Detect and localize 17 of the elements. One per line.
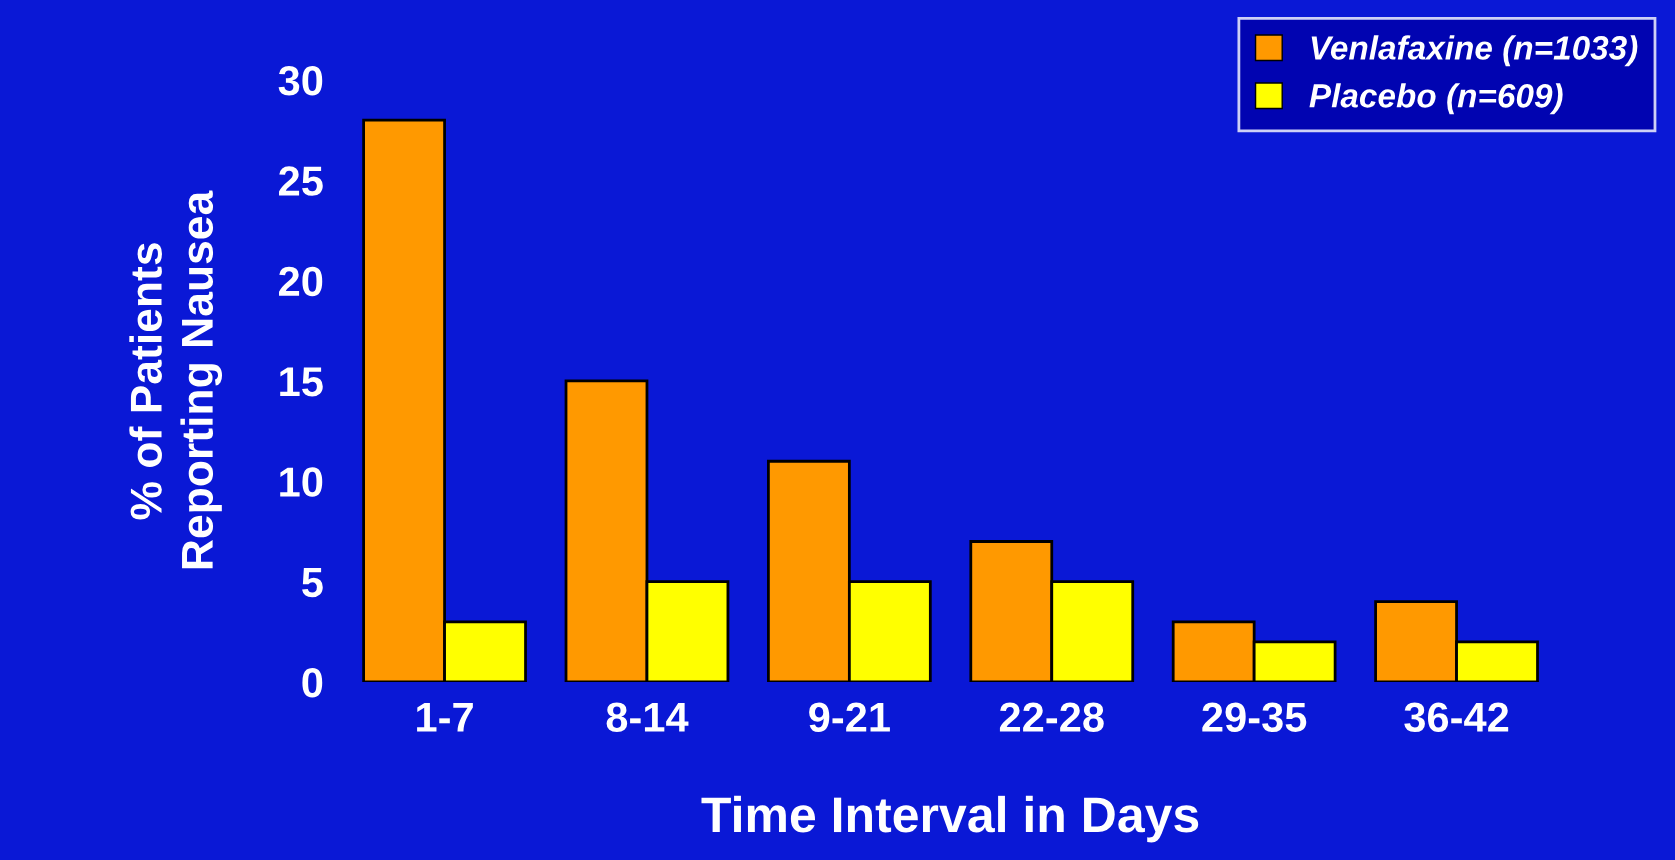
y-tick-label: 10 — [280, 467, 323, 497]
x-tick-label: 8-14 — [606, 702, 689, 733]
y-tick-label: 20 — [279, 266, 323, 297]
x-tick-label: 9-21 — [809, 702, 890, 733]
y-tick-label: 0 — [302, 667, 323, 698]
x-tick-label: 29-35 — [1202, 702, 1307, 733]
x-tick-label: 36-42 — [1404, 702, 1509, 733]
y-tick-label: 30 — [278, 65, 323, 96]
x-axis-title: Time Interval in Days — [701, 795, 1199, 843]
y-tick-label: 15 — [280, 367, 323, 397]
y-tick-label: 5 — [302, 568, 323, 598]
legend-label: Placebo (n=609) — [1309, 83, 1563, 115]
legend-label: Venlafaxine (n=1033) — [1311, 35, 1638, 67]
y-tick-label: 25 — [279, 166, 323, 196]
x-tick-label: 22-28 — [999, 702, 1104, 733]
x-tick-label: 1-7 — [417, 702, 473, 732]
y-axis-title: % of Patients Reporting Nausea — [129, 190, 223, 569]
